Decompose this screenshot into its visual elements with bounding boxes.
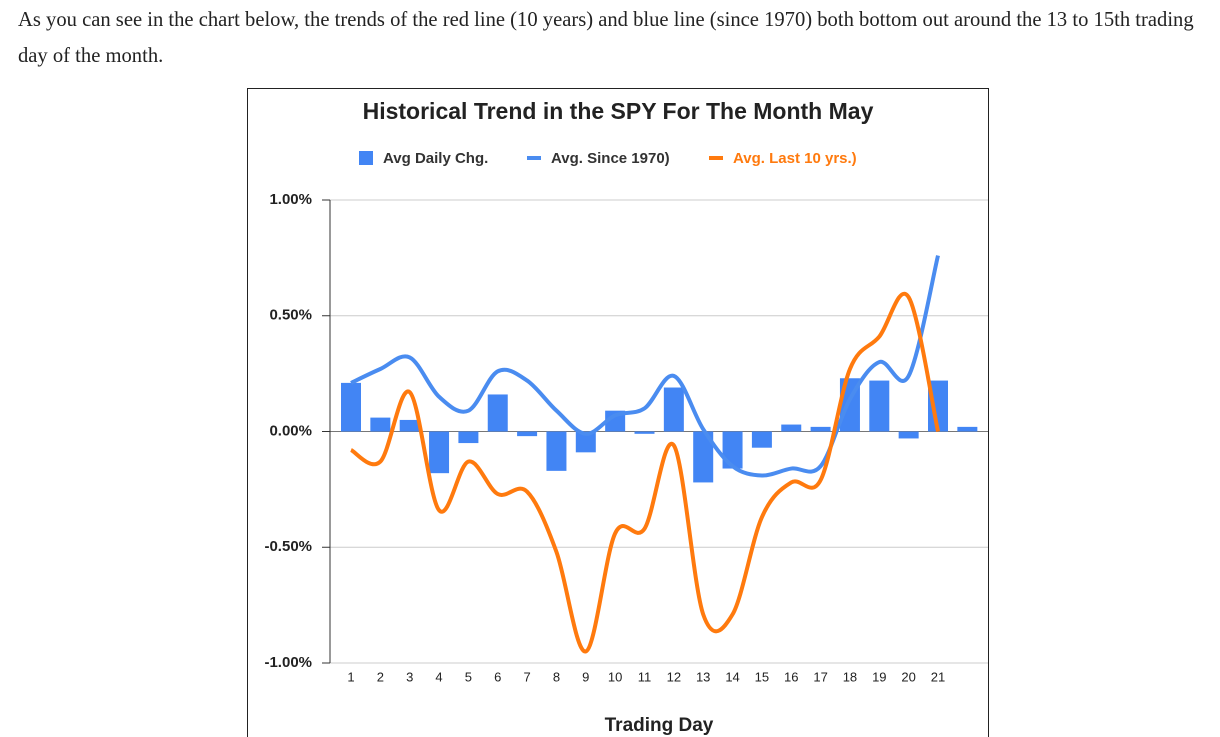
x-tick-label: 10 bbox=[608, 669, 622, 684]
x-tick-label: 18 bbox=[843, 669, 857, 684]
bar bbox=[781, 424, 802, 432]
x-tick-label: 11 bbox=[638, 669, 652, 684]
legend-swatch bbox=[359, 151, 373, 165]
x-tick-label: 4 bbox=[435, 669, 442, 684]
bar bbox=[693, 431, 714, 483]
legend-label: Avg. Last 10 yrs.) bbox=[733, 150, 857, 167]
x-tick-label: 21 bbox=[931, 669, 945, 684]
bar bbox=[605, 410, 626, 432]
y-tick-label: 0.00% bbox=[269, 422, 312, 439]
x-tick-label: 2 bbox=[377, 669, 384, 684]
bar bbox=[898, 431, 919, 439]
x-tick-label: 19 bbox=[872, 669, 886, 684]
bar bbox=[341, 382, 361, 432]
bar bbox=[399, 419, 420, 432]
y-tick-label: -0.50% bbox=[264, 538, 312, 555]
paragraph: As you can see in the chart below, the t… bbox=[18, 9, 1194, 67]
x-tick-label: 17 bbox=[813, 669, 827, 684]
x-tick-label: 14 bbox=[725, 669, 739, 684]
y-tick-label: 1.00% bbox=[269, 191, 312, 208]
x-tick-label: 16 bbox=[784, 669, 798, 684]
bar bbox=[429, 431, 450, 474]
x-tick-label: 3 bbox=[406, 669, 413, 684]
bar bbox=[370, 417, 391, 432]
x-tick-label: 5 bbox=[465, 669, 472, 684]
x-tick-label: 9 bbox=[582, 669, 589, 684]
chart-title: Historical Trend in the SPY For The Mont… bbox=[363, 98, 874, 124]
x-tick-label: 15 bbox=[755, 669, 769, 684]
x-tick-label: 20 bbox=[901, 669, 915, 684]
bar bbox=[810, 426, 831, 432]
legend-label: Avg Daily Chg. bbox=[383, 150, 488, 167]
bar bbox=[575, 431, 596, 453]
y-tick-label: 0.50% bbox=[269, 307, 312, 324]
x-axis-title: Trading Day bbox=[605, 715, 714, 736]
x-tick-label: 13 bbox=[696, 669, 710, 684]
x-tick-label: 1 bbox=[347, 669, 354, 684]
legend-swatch bbox=[527, 156, 541, 160]
y-tick-label: -1.00% bbox=[264, 654, 312, 671]
bar bbox=[928, 380, 948, 432]
bar bbox=[517, 431, 538, 437]
bar bbox=[869, 380, 890, 432]
line bbox=[349, 292, 940, 654]
x-tick-label: 12 bbox=[667, 669, 681, 684]
x-tick-label: 7 bbox=[523, 669, 530, 684]
bar bbox=[634, 431, 655, 434]
bar bbox=[722, 431, 743, 469]
bar bbox=[546, 431, 567, 471]
bar bbox=[458, 431, 479, 444]
legend-label: Avg. Since 1970) bbox=[551, 150, 670, 167]
bar bbox=[487, 394, 508, 432]
bar bbox=[663, 387, 684, 432]
legend-swatch bbox=[709, 156, 723, 160]
bar bbox=[751, 431, 772, 448]
line bbox=[350, 255, 940, 478]
x-tick-label: 8 bbox=[553, 669, 560, 684]
x-tick-label: 6 bbox=[494, 669, 501, 684]
bar bbox=[957, 426, 978, 432]
